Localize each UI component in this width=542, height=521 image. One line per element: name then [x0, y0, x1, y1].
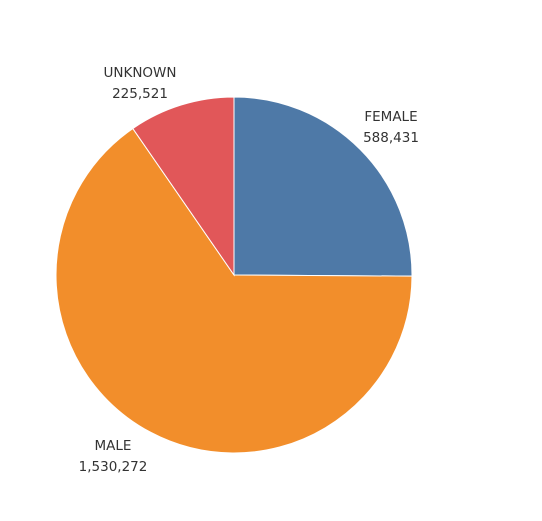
pie-slice-unknown[interactable]: [132, 96, 235, 277]
slice-label-female: FEMALE: [364, 109, 417, 125]
pie-slice-male[interactable]: [55, 127, 413, 454]
pie-labels: FEMALE 588,431 MALE 1,530,272 UNKNOWN 225,521: [79, 65, 419, 475]
slice-label-male: MALE: [95, 438, 132, 454]
slice-value-female: 588,431: [363, 130, 419, 146]
slice-value-male: 1,530,272: [79, 459, 148, 475]
slice-label-unknown: UNKNOWN: [103, 65, 176, 81]
slice-value-unknown: 225,521: [112, 86, 168, 102]
pie-slices: [55, 96, 413, 454]
pie-slice-female[interactable]: [233, 96, 413, 277]
